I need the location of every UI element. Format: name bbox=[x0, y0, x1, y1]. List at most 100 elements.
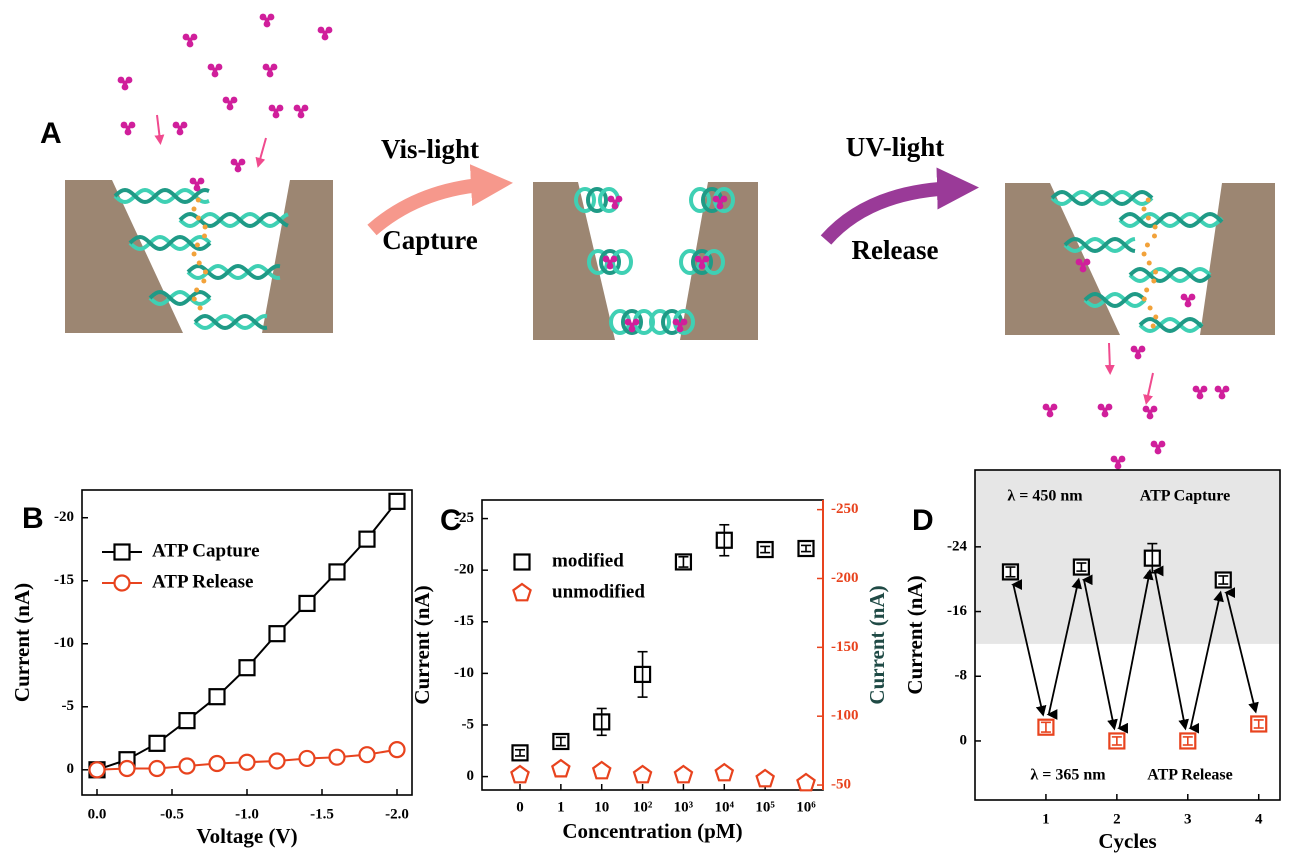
panel-label: D bbox=[912, 504, 934, 537]
y-tick-label: -20 bbox=[454, 562, 474, 578]
marker bbox=[300, 751, 315, 766]
annotation: ATP Capture bbox=[1140, 488, 1231, 505]
figure: A Vis-light Capture UV-light Release B0-… bbox=[0, 0, 1290, 855]
process-arrow bbox=[372, 184, 492, 230]
y-axis-label: Current (nA) bbox=[10, 583, 34, 702]
x-tick-label: -2.0 bbox=[385, 806, 409, 822]
pore-wall bbox=[262, 180, 333, 333]
x-tick-label: 0 bbox=[516, 799, 524, 815]
marker bbox=[390, 742, 405, 757]
step-action: Release bbox=[852, 235, 939, 265]
marker bbox=[552, 760, 569, 776]
marker bbox=[360, 532, 375, 547]
base-pair bbox=[1152, 234, 1157, 239]
atp-molecule bbox=[263, 64, 278, 78]
x-tick-label: 10⁵ bbox=[755, 799, 775, 815]
atp-molecule bbox=[260, 14, 275, 28]
base-pair bbox=[196, 198, 201, 203]
base-pair bbox=[1148, 306, 1153, 311]
base-pair bbox=[196, 216, 201, 221]
base-pair bbox=[1153, 315, 1158, 320]
base-pair bbox=[1142, 252, 1147, 257]
legend-marker bbox=[115, 545, 130, 560]
atp-molecule bbox=[1181, 294, 1196, 308]
marker bbox=[180, 759, 195, 774]
y2-tick-label: -250 bbox=[831, 501, 859, 517]
legend-label: ATP Release bbox=[152, 571, 254, 592]
marker bbox=[360, 747, 375, 762]
marker bbox=[675, 766, 692, 782]
marker bbox=[150, 736, 165, 751]
marker bbox=[797, 774, 814, 790]
marker bbox=[210, 756, 225, 771]
base-pair bbox=[1151, 279, 1156, 284]
base-pair bbox=[192, 207, 197, 212]
y-tick-label: -24 bbox=[947, 538, 967, 554]
x-tick-label: 10³ bbox=[674, 799, 694, 815]
base-pair bbox=[202, 234, 207, 239]
flow-arrow bbox=[1147, 373, 1153, 400]
legend-label: unmodified bbox=[552, 581, 645, 602]
marker bbox=[300, 596, 315, 611]
x-axis-label: Cycles bbox=[1098, 829, 1156, 853]
y-tick-label: -25 bbox=[454, 510, 474, 526]
base-pair bbox=[1153, 225, 1158, 230]
step-light: Vis-light bbox=[381, 134, 479, 164]
atp-molecule bbox=[173, 122, 188, 136]
atp-molecule bbox=[1193, 386, 1208, 400]
base-pair bbox=[194, 288, 199, 293]
marker bbox=[634, 766, 651, 782]
marker bbox=[270, 626, 285, 641]
y2-tick-label: -50 bbox=[831, 776, 851, 792]
y-tick-label: 0 bbox=[467, 768, 475, 784]
base-pair bbox=[1145, 243, 1150, 248]
marker bbox=[90, 762, 105, 777]
y-tick-label: -10 bbox=[454, 665, 474, 681]
atp-molecule bbox=[231, 159, 246, 173]
x-tick-label: 2 bbox=[1113, 811, 1121, 827]
x-tick-label: 10² bbox=[633, 799, 653, 815]
atp-molecule bbox=[1111, 456, 1126, 470]
legend-marker bbox=[513, 584, 530, 600]
atp-molecule bbox=[1043, 404, 1058, 418]
y-tick-label: -20 bbox=[54, 509, 74, 525]
x-tick-label: 10⁶ bbox=[796, 799, 816, 815]
y2-tick-label: -150 bbox=[831, 639, 859, 655]
base-pair bbox=[203, 225, 208, 230]
legend-marker bbox=[115, 576, 130, 591]
y-tick-label: -15 bbox=[54, 572, 74, 588]
legend-label: modified bbox=[552, 550, 624, 571]
x-tick-label: 1 bbox=[1042, 811, 1050, 827]
panel-label: A bbox=[40, 117, 62, 150]
process-arrow bbox=[826, 188, 958, 240]
atp-molecule bbox=[318, 27, 333, 41]
dna-coil bbox=[613, 251, 631, 273]
atp-molecule bbox=[1143, 406, 1158, 420]
atp-molecule bbox=[121, 122, 136, 136]
marker bbox=[180, 713, 195, 728]
y-tick-label: -15 bbox=[454, 613, 474, 629]
legend-marker bbox=[515, 555, 530, 570]
y-axis-label: Current (nA) bbox=[903, 575, 927, 694]
y-tick-label: -5 bbox=[62, 698, 75, 714]
atp-molecule bbox=[294, 105, 309, 119]
x-tick-label: 3 bbox=[1184, 811, 1192, 827]
base-pair bbox=[195, 243, 200, 248]
annotation: ATP Release bbox=[1147, 767, 1232, 784]
base-pair bbox=[192, 297, 197, 302]
base-pair bbox=[192, 252, 197, 257]
x-tick-label: -1.0 bbox=[235, 806, 259, 822]
y-tick-label: -10 bbox=[54, 635, 74, 651]
base-pair bbox=[197, 261, 202, 266]
base-pair bbox=[201, 279, 206, 284]
annotation: λ = 365 nm bbox=[1030, 767, 1106, 784]
marker bbox=[593, 762, 610, 778]
y2-tick-label: -100 bbox=[831, 708, 859, 724]
flow-arrow bbox=[1109, 343, 1110, 370]
x-tick-label: -0.5 bbox=[160, 806, 184, 822]
y-axis-label: Current (nA) bbox=[410, 585, 434, 704]
atp-molecule bbox=[208, 64, 223, 78]
annotation: λ = 450 nm bbox=[1007, 488, 1083, 505]
x-axis-label: Voltage (V) bbox=[196, 824, 297, 848]
step-light: UV-light bbox=[846, 132, 945, 162]
